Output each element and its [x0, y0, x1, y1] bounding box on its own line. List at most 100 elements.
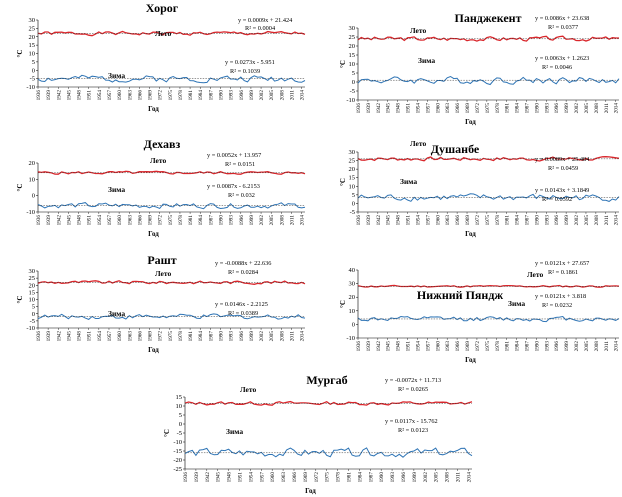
- x-tick-label: 1969: [465, 215, 471, 226]
- winter-series-line: [37, 74, 306, 84]
- x-tick-label: 2005: [269, 90, 275, 101]
- y-tick-label: 5: [32, 304, 35, 311]
- x-tick-label: 1969: [148, 331, 154, 342]
- chart-title: Душанбе: [431, 142, 480, 156]
- x-tick-label: 1960: [435, 103, 441, 114]
- y-tick-label: 20: [29, 160, 36, 167]
- x-tick-label: 2011: [289, 90, 295, 101]
- x-tick-label: 1984: [515, 103, 521, 114]
- x-tick-label: 1990: [534, 341, 540, 352]
- x-tick-label: 1942: [376, 341, 382, 352]
- x-tick-label: 1984: [357, 472, 363, 483]
- trend-equation: y = 0.0117x - 15.762: [385, 418, 438, 425]
- y-tick-label: 20: [349, 166, 356, 173]
- y-tick-label: -15: [173, 448, 182, 455]
- x-tick-label: 1960: [435, 215, 441, 226]
- x-tick-label: 1954: [415, 103, 421, 114]
- x-tick-label: 1954: [415, 341, 421, 352]
- x-axis-label: Год: [465, 230, 476, 238]
- x-tick-label: 2011: [289, 215, 295, 226]
- x-tick-label: 1999: [412, 472, 418, 483]
- y-tick-label: -25: [173, 466, 182, 473]
- x-tick-label: 1942: [376, 215, 382, 226]
- winter-series-label: Зима: [108, 185, 125, 194]
- x-tick-label: 2005: [269, 215, 275, 226]
- x-tick-label: 1999: [564, 341, 570, 352]
- x-axis-label: Год: [148, 105, 159, 113]
- x-tick-label: 2014: [300, 331, 306, 342]
- y-tick-label: 10: [349, 308, 356, 315]
- x-tick-label: 2008: [279, 215, 285, 226]
- winter-series-label: Зима: [226, 427, 243, 436]
- x-tick-label: 1951: [406, 103, 412, 114]
- y-tick-label: 10: [176, 403, 183, 410]
- x-tick-label: 1984: [198, 215, 204, 226]
- chart-panel: Дехавз -10 0 10 20 1936 1939 1942 1945 1948 1951 19…: [16, 137, 306, 238]
- x-tick-label: 2002: [259, 90, 265, 101]
- y-tick-label: 0: [32, 67, 35, 74]
- x-tick-label: 1978: [336, 472, 342, 483]
- y-tick-label: 25: [349, 34, 356, 41]
- trend-r-squared: R² = 0.0265: [398, 386, 428, 393]
- x-tick-label: 2011: [289, 331, 295, 342]
- x-tick-label: 1966: [137, 331, 143, 342]
- y-tick-label: 10: [349, 61, 356, 68]
- y-tick-label: 10: [29, 297, 36, 304]
- x-tick-label: 1954: [248, 472, 254, 483]
- winter-series-line: [184, 447, 473, 458]
- trend-r-squared: R² = 0.0123: [398, 427, 428, 434]
- x-tick-label: 1981: [505, 341, 511, 352]
- x-tick-label: 2005: [269, 331, 275, 342]
- y-tick-label: 40: [349, 267, 356, 274]
- y-tick-label: -5: [350, 209, 355, 216]
- chart-panel: Нижний Пяндж -10 0 10 20 30 40 1936 1939 1942 1945…: [339, 260, 620, 364]
- y-tick-label: 0: [352, 79, 355, 86]
- x-tick-label: 1978: [495, 215, 501, 226]
- x-tick-label: 1969: [465, 341, 471, 352]
- y-tick-label: -5: [30, 318, 35, 325]
- x-tick-label: 2002: [574, 103, 580, 114]
- y-tick-label: 0: [352, 200, 355, 207]
- y-tick-label: 30: [29, 268, 36, 275]
- x-tick-label: 1957: [425, 103, 431, 114]
- x-tick-label: 1936: [36, 331, 42, 342]
- x-tick-label: 1987: [524, 103, 530, 114]
- x-tick-label: 1963: [127, 215, 133, 226]
- x-tick-label: 2011: [604, 103, 610, 114]
- x-tick-label: 1999: [249, 215, 255, 226]
- x-tick-label: 1993: [544, 103, 550, 114]
- x-tick-label: 1987: [524, 341, 530, 352]
- x-tick-label: 1948: [77, 331, 83, 342]
- x-tick-label: 1972: [475, 341, 481, 352]
- x-tick-label: 1939: [366, 341, 372, 352]
- chart-title: Мургаб: [306, 373, 347, 387]
- y-tick-label: -5: [30, 76, 35, 83]
- x-tick-label: 1975: [325, 472, 331, 483]
- y-tick-label: 15: [176, 394, 183, 401]
- x-tick-label: 2005: [584, 215, 590, 226]
- x-tick-label: 1996: [239, 215, 245, 226]
- x-tick-label: 1936: [356, 341, 362, 352]
- x-tick-label: 1969: [465, 103, 471, 114]
- y-tick-label: 5: [179, 412, 182, 419]
- x-tick-label: 1987: [368, 472, 374, 483]
- y-axis-label: °C: [339, 300, 347, 308]
- x-tick-label: 1975: [168, 215, 174, 226]
- x-tick-label: 1990: [379, 472, 385, 483]
- x-tick-label: 1936: [36, 90, 42, 101]
- winter-series-label: Зима: [508, 299, 525, 308]
- summer-series-label: Лето: [155, 29, 171, 38]
- trend-r-squared: R² = 0.0046: [542, 64, 572, 71]
- x-tick-label: 1969: [303, 472, 309, 483]
- x-tick-label: 1966: [455, 103, 461, 114]
- summer-series-label: Лето: [410, 139, 426, 148]
- y-tick-label: 15: [349, 175, 356, 182]
- x-tick-label: 1996: [239, 331, 245, 342]
- summer-series-line: [37, 170, 306, 175]
- x-tick-label: 1975: [485, 103, 491, 114]
- x-tick-label: 1978: [178, 90, 184, 101]
- x-tick-label: 1939: [366, 103, 372, 114]
- x-tick-label: 2014: [300, 90, 306, 101]
- y-tick-label: 25: [29, 275, 36, 282]
